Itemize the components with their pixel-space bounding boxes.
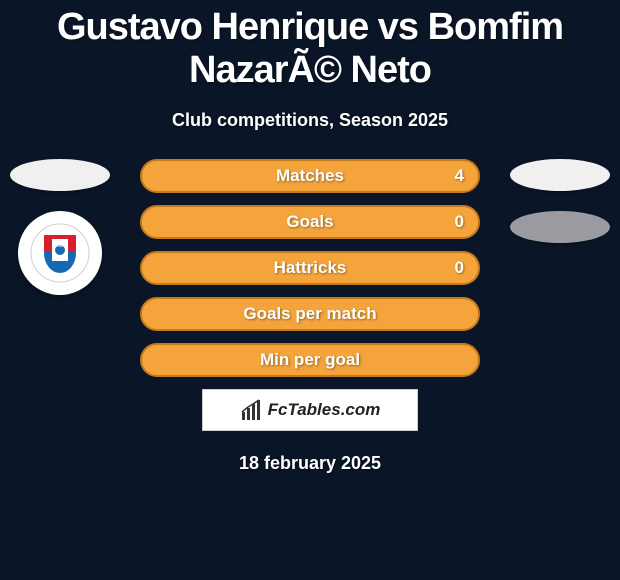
stat-row-min-per-goal: Min per goal xyxy=(140,343,480,377)
stat-row-goals: Goals 0 xyxy=(140,205,480,239)
stat-row-goals-per-match: Goals per match xyxy=(140,297,480,331)
player-right-placeholder-1 xyxy=(510,159,610,191)
stat-right-value: 0 xyxy=(455,212,464,232)
stat-row-matches: Matches 4 xyxy=(140,159,480,193)
comparison-title: Gustavo Henrique vs Bomfim NazarÃ© Neto xyxy=(0,0,620,92)
bahia-badge-icon: ESPORTE xyxy=(30,223,90,283)
comparison-date: 18 february 2025 xyxy=(0,453,620,474)
comparison-subtitle: Club competitions, Season 2025 xyxy=(0,110,620,131)
player-right-placeholder-2 xyxy=(510,211,610,243)
stat-rows: Matches 4 Goals 0 Hattricks 0 Goals per … xyxy=(140,159,480,377)
stat-right-value: 4 xyxy=(455,166,464,186)
watermark-box: FcTables.com xyxy=(202,389,418,431)
player-left-placeholder xyxy=(10,159,110,191)
stat-row-hattricks: Hattricks 0 xyxy=(140,251,480,285)
chart-icon xyxy=(240,398,264,422)
club-badge-left: ESPORTE xyxy=(18,211,102,295)
stat-label: Hattricks xyxy=(274,258,347,278)
stat-label: Matches xyxy=(276,166,344,186)
left-player-column: ESPORTE xyxy=(10,159,110,295)
stat-label: Goals per match xyxy=(243,304,376,324)
svg-text:ESPORTE: ESPORTE xyxy=(53,244,67,248)
watermark-text: FcTables.com xyxy=(268,400,381,420)
comparison-content: ESPORTE Matches 4 Goals 0 Hattricks 0 Go… xyxy=(0,159,620,474)
stat-label: Goals xyxy=(286,212,333,232)
right-player-column xyxy=(510,159,610,263)
stat-label: Min per goal xyxy=(260,350,360,370)
stat-right-value: 0 xyxy=(455,258,464,278)
